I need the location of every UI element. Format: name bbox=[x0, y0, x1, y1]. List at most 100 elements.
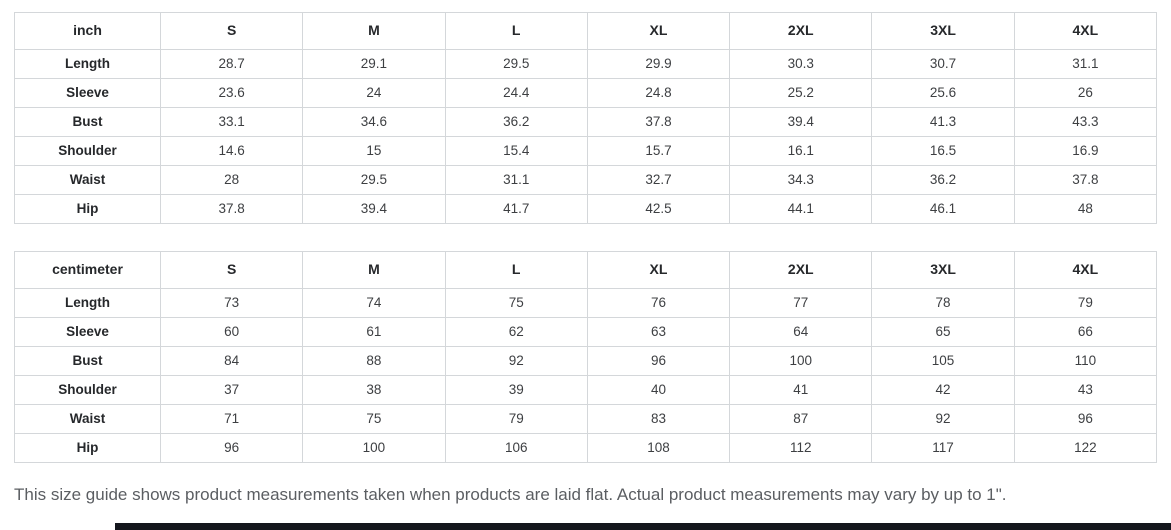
measurement-value: 117 bbox=[871, 433, 1015, 463]
measurement-value: 62 bbox=[444, 317, 588, 347]
measurement-value: 64 bbox=[729, 317, 873, 347]
measurement-value: 28 bbox=[159, 165, 304, 195]
table-row: Shoulder 14.6 15 15.4 15.7 16.1 16.5 16.9 bbox=[14, 136, 1158, 166]
measurement-value: 87 bbox=[729, 404, 873, 434]
measurement-value: 41.3 bbox=[871, 107, 1015, 137]
header-row: inch S M L XL 2XL 3XL 4XL bbox=[14, 12, 1158, 50]
table-row: Waist 28 29.5 31.1 32.7 34.3 36.2 37.8 bbox=[14, 165, 1158, 195]
unit-header: inch bbox=[14, 12, 161, 50]
measurement-value: 32.7 bbox=[586, 165, 731, 195]
measurement-value: 96 bbox=[159, 433, 304, 463]
table-row: Bust 33.1 34.6 36.2 37.8 39.4 41.3 43.3 bbox=[14, 107, 1158, 137]
table-row: Length 73 74 75 76 77 78 79 bbox=[14, 288, 1158, 318]
measurement-value: 31.1 bbox=[444, 165, 588, 195]
measurement-value: 37.8 bbox=[159, 194, 304, 224]
measurement-value: 42 bbox=[871, 375, 1015, 405]
size-column-header: 3XL bbox=[871, 251, 1015, 289]
measurement-value: 36.2 bbox=[444, 107, 588, 137]
next-section-top-edge bbox=[115, 523, 1171, 530]
measurement-value: 83 bbox=[586, 404, 731, 434]
measurement-label: Hip bbox=[14, 194, 161, 224]
measurement-value: 29.5 bbox=[302, 165, 446, 195]
measurement-value: 71 bbox=[159, 404, 304, 434]
size-column-header: M bbox=[302, 12, 446, 50]
measurement-value: 29.5 bbox=[444, 49, 588, 79]
size-column-header: 3XL bbox=[871, 12, 1015, 50]
measurement-value: 16.1 bbox=[729, 136, 873, 166]
measurement-label: Hip bbox=[14, 433, 161, 463]
measurement-label: Shoulder bbox=[14, 375, 161, 405]
measurement-value: 63 bbox=[586, 317, 731, 347]
measurement-value: 106 bbox=[444, 433, 588, 463]
measurement-label: Sleeve bbox=[14, 317, 161, 347]
measurement-value: 77 bbox=[729, 288, 873, 318]
measurement-value: 30.7 bbox=[871, 49, 1015, 79]
measurement-value: 42.5 bbox=[586, 194, 731, 224]
measurement-value: 122 bbox=[1013, 433, 1158, 463]
measurement-label: Bust bbox=[14, 107, 161, 137]
measurement-value: 16.9 bbox=[1013, 136, 1158, 166]
measurement-label: Length bbox=[14, 49, 161, 79]
table-row: Length 28.7 29.1 29.5 29.9 30.3 30.7 31.1 bbox=[14, 49, 1158, 79]
measurement-value: 37 bbox=[159, 375, 304, 405]
table-row: Hip 37.8 39.4 41.7 42.5 44.1 46.1 48 bbox=[14, 194, 1158, 224]
measurement-label: Length bbox=[14, 288, 161, 318]
measurement-value: 84 bbox=[159, 346, 304, 376]
table-row: Sleeve 60 61 62 63 64 65 66 bbox=[14, 317, 1158, 347]
measurement-value: 24.4 bbox=[444, 78, 588, 108]
measurement-value: 108 bbox=[586, 433, 731, 463]
measurement-value: 34.6 bbox=[302, 107, 446, 137]
measurement-value: 112 bbox=[729, 433, 873, 463]
size-column-header: M bbox=[302, 251, 446, 289]
measurement-value: 75 bbox=[302, 404, 446, 434]
measurement-label: Bust bbox=[14, 346, 161, 376]
measurement-label: Waist bbox=[14, 404, 161, 434]
measurement-value: 74 bbox=[302, 288, 446, 318]
size-table-centimeter: centimeter S M L XL 2XL 3XL 4XL Length 73 74 75 76 77… bbox=[14, 251, 1158, 463]
measurement-value: 15.4 bbox=[444, 136, 588, 166]
measurement-value: 29.1 bbox=[302, 49, 446, 79]
measurement-value: 76 bbox=[586, 288, 731, 318]
measurement-value: 41.7 bbox=[444, 194, 588, 224]
measurement-value: 23.6 bbox=[159, 78, 304, 108]
measurement-value: 96 bbox=[586, 346, 731, 376]
size-column-header: S bbox=[159, 251, 304, 289]
measurement-value: 46.1 bbox=[871, 194, 1015, 224]
table-row: Waist 71 75 79 83 87 92 96 bbox=[14, 404, 1158, 434]
measurement-value: 41 bbox=[729, 375, 873, 405]
measurement-value: 66 bbox=[1013, 317, 1158, 347]
table-row: Sleeve 23.6 24 24.4 24.8 25.2 25.6 26 bbox=[14, 78, 1158, 108]
size-column-header: XL bbox=[586, 12, 731, 50]
measurement-value: 88 bbox=[302, 346, 446, 376]
measurement-value: 14.6 bbox=[159, 136, 304, 166]
table-row: Shoulder 37 38 39 40 41 42 43 bbox=[14, 375, 1158, 405]
measurement-value: 36.2 bbox=[871, 165, 1015, 195]
measurement-value: 96 bbox=[1013, 404, 1158, 434]
measurement-value: 37.8 bbox=[1013, 165, 1158, 195]
measurement-label: Sleeve bbox=[14, 78, 161, 108]
measurement-value: 43 bbox=[1013, 375, 1158, 405]
measurement-label: Waist bbox=[14, 165, 161, 195]
size-table-inch: inch S M L XL 2XL 3XL 4XL Length 28.7 29.1 29.5 29.9… bbox=[14, 12, 1158, 224]
measurement-value: 75 bbox=[444, 288, 588, 318]
measurement-value: 100 bbox=[729, 346, 873, 376]
measurement-value: 48 bbox=[1013, 194, 1158, 224]
measurement-value: 61 bbox=[302, 317, 446, 347]
measurement-value: 25.2 bbox=[729, 78, 873, 108]
measurement-value: 78 bbox=[871, 288, 1015, 318]
size-column-header: 2XL bbox=[729, 12, 873, 50]
measurement-value: 29.9 bbox=[586, 49, 731, 79]
measurement-value: 24.8 bbox=[586, 78, 731, 108]
measurement-value: 100 bbox=[302, 433, 446, 463]
table-row: Bust 84 88 92 96 100 105 110 bbox=[14, 346, 1158, 376]
measurement-value: 30.3 bbox=[729, 49, 873, 79]
measurement-value: 60 bbox=[159, 317, 304, 347]
measurement-value: 37.8 bbox=[586, 107, 731, 137]
measurement-value: 65 bbox=[871, 317, 1015, 347]
size-column-header: L bbox=[444, 251, 588, 289]
measurement-value: 44.1 bbox=[729, 194, 873, 224]
measurement-value: 33.1 bbox=[159, 107, 304, 137]
measurement-value: 26 bbox=[1013, 78, 1158, 108]
measurement-value: 24 bbox=[302, 78, 446, 108]
